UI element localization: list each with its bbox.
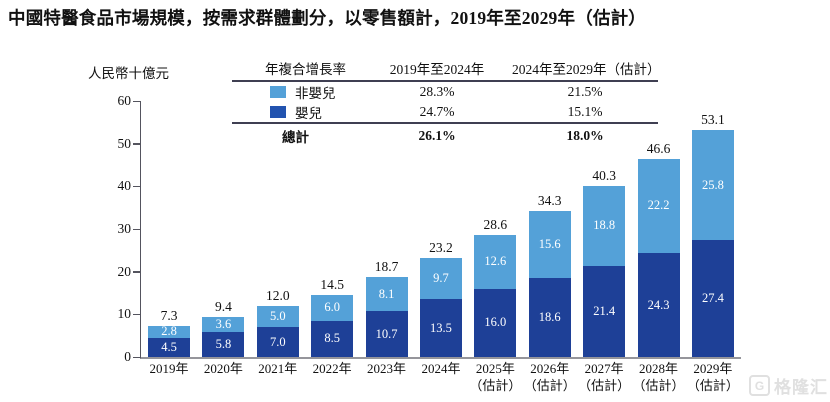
- legend-swatch-infant: [270, 106, 286, 118]
- y-axis-title: 人民幣十億元: [88, 66, 169, 81]
- y-tick-label: 60: [117, 93, 132, 108]
- bar-segment-non-infant: 2.8: [148, 324, 190, 338]
- bar-segment-non-infant: 18.8: [583, 185, 626, 266]
- plot-area: 7.3 2.8 4.5 2019年 9.4 3.6 5.8 2020年 12.0 5.0 7.0 20…: [118, 93, 741, 393]
- bar-segment-infant: 8.5: [311, 320, 354, 357]
- bar-total-label: 12.0: [265, 287, 290, 303]
- y-tick-label: 30: [117, 221, 132, 236]
- y-tick-mark: [133, 271, 141, 273]
- bar-segment-non-infant: 22.2: [637, 158, 680, 254]
- cagr-header-period2: 2024年至2029年（估計）: [512, 62, 661, 77]
- cagr-table: 年複合增長率 2019年至2024年 2024年至2029年（估計） 非嬰兒 2…: [232, 56, 661, 147]
- legend-label-infant: 嬰兒: [295, 106, 322, 121]
- y-tick-label: 0: [124, 349, 131, 364]
- bar-group: 7.3 2.8 4.5 2019年: [148, 101, 190, 376]
- cagr-header-label: 年複合增長率: [265, 62, 346, 77]
- x-axis-label: 2027年 （估計）: [578, 361, 631, 393]
- bar-segment-infant: 18.6: [528, 277, 571, 357]
- watermark-text: 格隆汇: [774, 378, 828, 397]
- bar-total-label: 46.6: [646, 140, 671, 156]
- x-axis-label: 2028年 （估計）: [632, 361, 685, 393]
- bars: 7.3 2.8 4.5 2019年 9.4 3.6 5.8 2020年 12.0 5.0 7.0 20…: [141, 101, 741, 393]
- cagr-header-row: 年複合增長率 2019年至2024年 2024年至2029年（估計）: [232, 56, 661, 80]
- bar-segment-non-infant: 12.6: [474, 234, 517, 289]
- x-axis-label: 2022年: [312, 361, 352, 376]
- watermark: G 格隆汇: [749, 373, 828, 398]
- bar-segment-infant: 5.8: [202, 332, 245, 357]
- bar-group: 14.5 6.0 8.5 2022年: [311, 101, 354, 376]
- cagr-value-non-infant-p1: 28.3%: [419, 84, 455, 99]
- bar-segment-infant: 10.7: [365, 311, 408, 357]
- cagr-total-label: 總計: [282, 129, 309, 145]
- y-tick-label: 40: [117, 178, 132, 194]
- bar-segment-infant: 4.5: [148, 337, 190, 357]
- bar-group: 28.6 12.6 16.0 2025年 （估計）: [469, 101, 521, 393]
- cagr-total-p2: 18.0%: [566, 127, 604, 143]
- y-tick-label: 20: [117, 263, 132, 279]
- y-tick-mark: [133, 100, 141, 102]
- y-tick-label: 10: [117, 306, 132, 322]
- bar-group: 18.7 8.1 10.7 2023年: [365, 101, 408, 376]
- bar-segment-non-infant: 5.0: [256, 305, 299, 328]
- bar-total-label: 14.5: [320, 277, 344, 293]
- bar-total-label: 28.6: [483, 216, 508, 232]
- chart-title: 中國特醫食品市場規模，按需求群體劃分，以零售額計，2019年至2029年（估計）: [8, 8, 646, 28]
- bar-group: 23.2 9.7 13.5 2024年: [419, 101, 462, 376]
- cagr-value-infant-p2: 15.1%: [567, 104, 603, 119]
- cagr-value-non-infant-p2: 21.5%: [567, 84, 603, 99]
- cagr-total-p1: 26.1%: [418, 127, 456, 143]
- bar-group: 9.4 3.6 5.8 2020年: [202, 101, 245, 376]
- bar-segment-infant: 16.0: [474, 288, 517, 357]
- bar-segment-infant: 7.0: [256, 327, 299, 357]
- bar-segment-infant: 27.4: [691, 240, 734, 357]
- bar-total-label: 18.7: [374, 258, 399, 274]
- bar-group: 12.0 5.0 7.0 2021年: [256, 101, 299, 376]
- legend-label-non-infant: 非嬰兒: [295, 86, 336, 101]
- y-tick-mark: [133, 313, 141, 316]
- bar-segment-infant: 13.5: [419, 299, 462, 357]
- cagr-total-row: 總計 26.1% 18.0%: [232, 124, 658, 147]
- bar-segment-non-infant: 9.7: [419, 258, 462, 300]
- bar-group: 53.1 25.8 27.4 2029年 （估計）: [687, 101, 739, 393]
- bar-total-label: 40.3: [592, 167, 616, 183]
- bar-segment-infant: 21.4: [583, 265, 626, 357]
- y-tick-label: 50: [117, 135, 132, 151]
- legend-row-non-infant: 非嬰兒 28.3% 21.5%: [232, 82, 658, 102]
- x-axis-label: 2029年 （估計）: [686, 361, 739, 393]
- watermark-logo-icon: G: [749, 375, 770, 396]
- bar-segment-non-infant: 15.6: [528, 211, 571, 278]
- legend-row-infant: 嬰兒 24.7% 15.1%: [232, 102, 658, 122]
- bar-segment-infant: 24.3: [637, 253, 680, 357]
- y-tick-mark: [133, 356, 141, 358]
- bar-segment-non-infant: 3.6: [202, 316, 245, 333]
- legend-swatch-non-infant: [270, 86, 286, 98]
- x-axis-label: 2021年: [258, 361, 298, 376]
- bar-segment-non-infant: 6.0: [311, 295, 354, 321]
- bar-group: 46.6 22.2 24.3 2028年 （估計）: [633, 101, 685, 393]
- table-rule-top: [232, 80, 658, 82]
- bar-group: 40.3 18.8 21.4 2027年 （估計）: [578, 101, 630, 393]
- bar-segment-non-infant: 8.1: [365, 276, 408, 312]
- y-tick-mark: [133, 143, 141, 145]
- y-tick-mark: [133, 185, 141, 188]
- x-axis-label: 2020年: [203, 361, 243, 376]
- bar-group: 34.3 15.6 18.6 2026年 （估計）: [524, 101, 576, 393]
- bar-total-label: 9.4: [214, 298, 232, 314]
- bar-total-label: 7.3: [160, 307, 178, 323]
- y-tick-mark: [133, 228, 141, 230]
- x-axis-label: 2023年: [367, 361, 407, 376]
- table-rule-bottom: [232, 122, 658, 124]
- x-axis-label: 2024年: [421, 361, 461, 376]
- bar-segment-non-infant: 25.8: [691, 130, 734, 241]
- bar-total-label: 23.2: [429, 240, 453, 256]
- bar-total-label: 34.3: [537, 193, 562, 209]
- cagr-header-period1: 2019年至2024年: [389, 62, 485, 77]
- bar-total-label: 53.1: [701, 112, 725, 128]
- x-axis-label: 2019年: [149, 361, 189, 376]
- cagr-value-infant-p1: 24.7%: [419, 104, 455, 119]
- x-axis-label: 2025年 （估計）: [469, 361, 522, 393]
- x-axis-label: 2026年 （估計）: [523, 361, 576, 393]
